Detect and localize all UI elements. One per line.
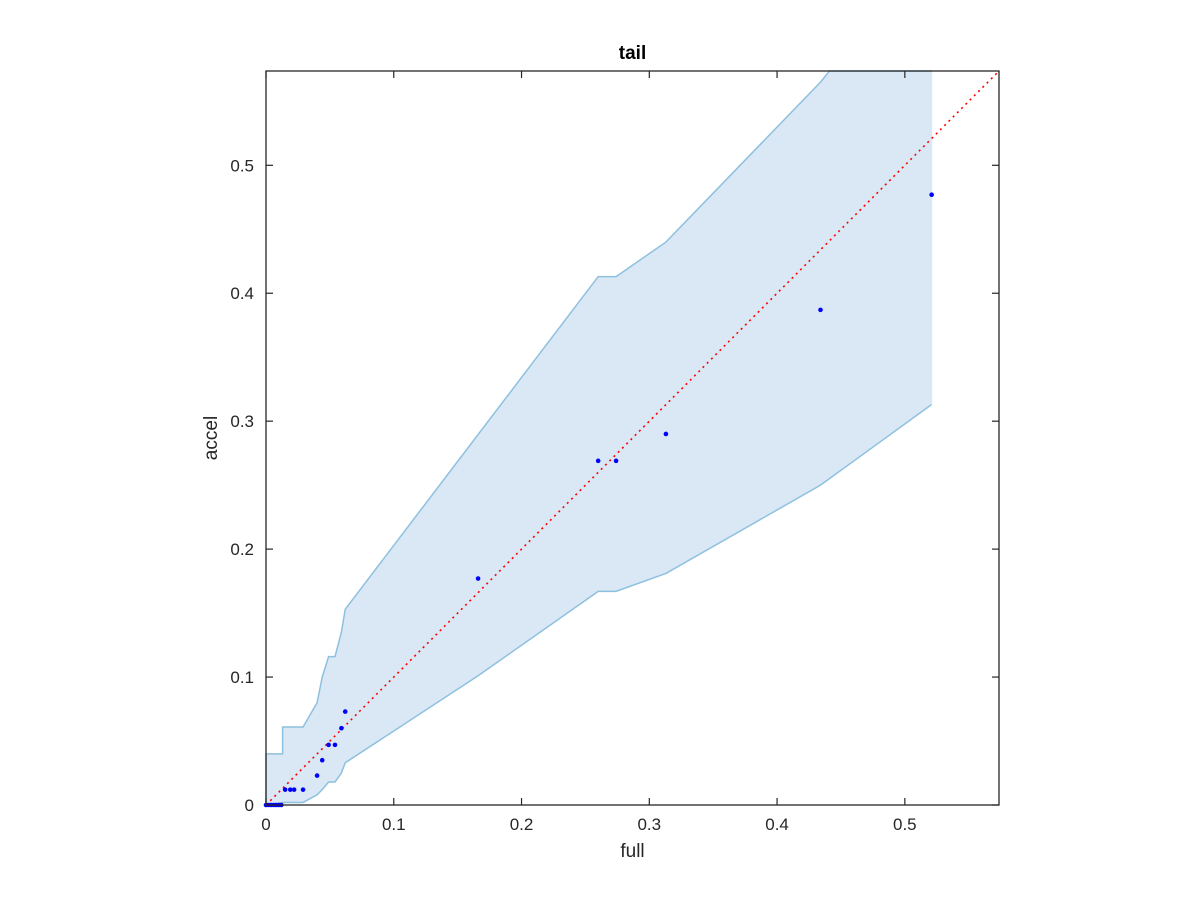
y-axis-label: accel [201, 416, 222, 460]
x-tick-label: 0.2 [510, 815, 534, 834]
data-point [475, 576, 481, 581]
data-point [595, 458, 601, 464]
confidence-band-layer [265, 70, 933, 806]
data-point [282, 787, 288, 792]
x-tick-label: 0.5 [893, 815, 917, 834]
data-point [929, 192, 934, 198]
data-point [339, 725, 344, 731]
reference-line [265, 70, 1000, 806]
data-point [291, 787, 297, 792]
x-tick-label: 0 [261, 815, 270, 834]
y-tick-label: 0.1 [230, 668, 254, 687]
x-tick-label: 0.3 [637, 815, 661, 834]
axes-box [265, 70, 1000, 806]
y-tick-label: 0.5 [230, 156, 254, 175]
x-tick-label: 0.4 [765, 815, 789, 834]
chart-title: tail [619, 43, 646, 64]
confidence-band-fill [266, 71, 932, 805]
data-point [613, 458, 619, 464]
y-tick-label: 0.4 [230, 284, 254, 303]
data-point [663, 431, 669, 437]
data-point [287, 787, 293, 792]
data-point [326, 742, 331, 748]
data-point [818, 307, 823, 313]
reference-line-layer [265, 70, 1000, 806]
y-tick-label: 0 [245, 796, 254, 815]
x-axis-ticks: 0 0.1 0.2 0.3 0.4 0.5 [261, 71, 917, 834]
y-axis-ticks: 0 0.1 0.2 0.3 0.4 0.5 [230, 156, 999, 815]
data-point [319, 757, 325, 763]
y-tick-label: 0.2 [230, 540, 254, 559]
x-tick-label: 0.1 [382, 815, 406, 834]
data-point [332, 742, 338, 748]
band-upper-edge [265, 70, 932, 805]
x-axis-label: full [620, 841, 644, 862]
data-point [314, 773, 320, 778]
data-point [300, 787, 306, 792]
y-tick-label: 0.3 [230, 412, 254, 431]
data-point [342, 709, 348, 714]
band-lower-edge [265, 403, 933, 806]
